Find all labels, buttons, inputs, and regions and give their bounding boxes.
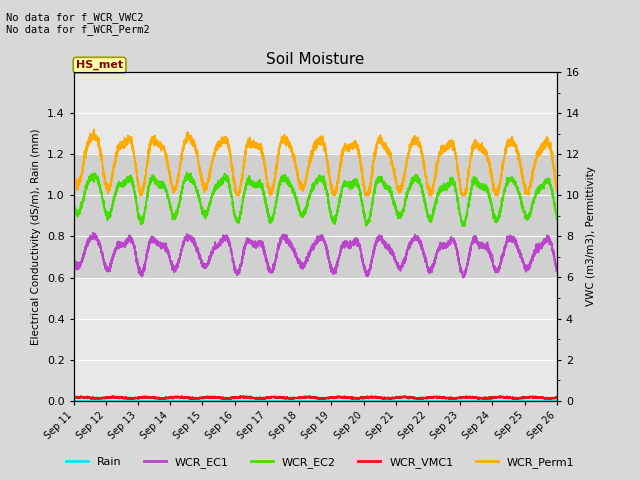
Y-axis label: Electrical Conductivity (dS/m), Rain (mm): Electrical Conductivity (dS/m), Rain (mm…: [31, 128, 41, 345]
Text: No data for f_WCR_Perm2: No data for f_WCR_Perm2: [6, 24, 150, 35]
Text: No data for f_WCR_VWC2: No data for f_WCR_VWC2: [6, 12, 144, 23]
Text: HS_met: HS_met: [76, 60, 123, 71]
Title: Soil Moisture: Soil Moisture: [266, 52, 364, 67]
Bar: [74, 154, 557, 277]
Y-axis label: VWC (m3/m3), Permittivity: VWC (m3/m3), Permittivity: [586, 167, 595, 306]
Legend: Rain, WCR_EC1, WCR_EC2, WCR_VMC1, WCR_Perm1: Rain, WCR_EC1, WCR_EC2, WCR_VMC1, WCR_Pe…: [61, 452, 579, 472]
